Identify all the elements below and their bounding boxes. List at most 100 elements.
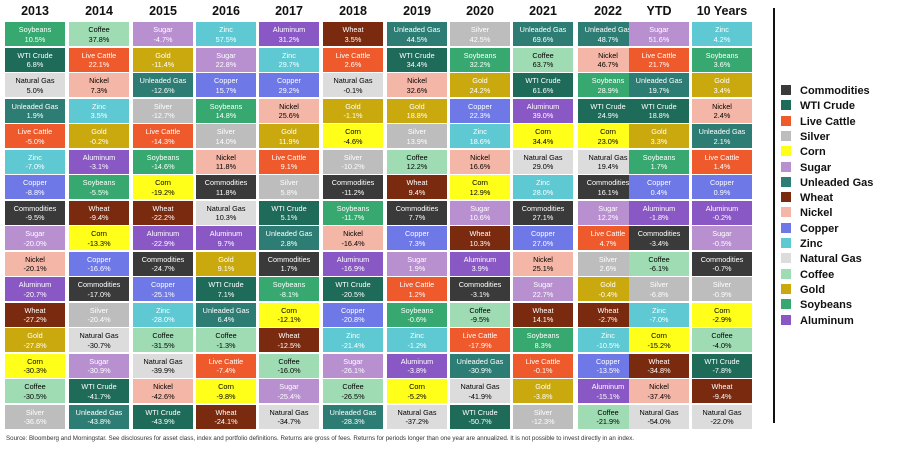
- cell-return-value: -19.2%: [151, 187, 175, 197]
- quilt-cell: Unleaded Gas 44.5%: [387, 22, 447, 46]
- cell-asset-label: Aluminum: [463, 254, 497, 264]
- quilt-cell: WTI Crude 7.1%: [196, 277, 256, 301]
- cell-return-value: 1.2%: [408, 289, 426, 299]
- cell-asset-label: Silver: [279, 178, 299, 187]
- cell-asset-label: Copper: [341, 305, 365, 315]
- quilt-cell: Nickel 25.1%: [513, 251, 573, 276]
- cell-return-value: 2.1%: [713, 136, 731, 146]
- cell-return-value: -20.1%: [23, 264, 47, 273]
- quilt-cell: Nickel 11.8%: [196, 149, 256, 174]
- column-header-2014: 2014: [85, 4, 113, 18]
- quilt-cell: Gold 11.9%: [259, 124, 319, 148]
- cell-asset-label: Sugar: [598, 203, 618, 213]
- cell-return-value: 29.7%: [278, 60, 300, 69]
- legend-item-live-cattle: Live Cattle: [781, 115, 856, 129]
- quilt-cell: Live Cattle -0.1%: [513, 353, 573, 378]
- cell-asset-label: Gold: [535, 382, 551, 391]
- quilt-cell: Aluminum 39.0%: [513, 98, 573, 123]
- cell-asset-label: Silver: [649, 280, 669, 289]
- cell-asset-label: Coffee: [406, 152, 428, 162]
- cell-return-value: -9.4%: [89, 213, 109, 222]
- quilt-cell: Unleaded Gas -28.3%: [323, 404, 383, 429]
- cell-asset-label: Copper: [531, 229, 555, 238]
- legend-item-unleaded-gas: Unleaded Gas: [781, 176, 873, 190]
- quilt-cell: Coffee -1.3%: [196, 328, 256, 352]
- cell-asset-label: Live Cattle: [641, 50, 677, 60]
- legend-item-soybeans: Soybeans: [781, 298, 852, 312]
- quilt-cell: Gold -3.8%: [513, 379, 573, 403]
- quilt-cell: Sugar 51.6%: [629, 22, 689, 46]
- cell-return-value: 44.5%: [406, 34, 428, 44]
- cell-asset-label: Unleaded Gas: [635, 76, 683, 85]
- quilt-cell: Zinc -10.5%: [578, 328, 638, 352]
- cell-asset-label: WTI Crude: [145, 407, 181, 417]
- legend-swatch: [781, 268, 791, 279]
- cell-asset-label: Live Cattle: [208, 356, 244, 366]
- cell-asset-label: Corn: [472, 178, 488, 187]
- cell-return-value: 19.7%: [648, 85, 670, 95]
- cell-return-value: -12.6%: [151, 85, 175, 95]
- cell-asset-label: Wheat: [152, 203, 174, 213]
- quilt-cell: Coffee 37.8%: [69, 22, 129, 46]
- cell-asset-label: Sugar: [279, 382, 299, 391]
- quilt-cell: Copper -16.6%: [69, 251, 129, 276]
- quilt-cell: Gold 9.1%: [196, 251, 256, 276]
- cell-return-value: -20.7%: [23, 289, 47, 299]
- cell-asset-label: Commodities: [586, 178, 630, 187]
- cell-return-value: -1.3%: [216, 340, 236, 350]
- quilt-cell: Commodities 16.1%: [578, 175, 638, 199]
- quilt-cell: Copper -25.1%: [133, 277, 193, 301]
- legend-item-nickel: Nickel: [781, 206, 832, 220]
- cell-return-value: 6.8%: [26, 60, 44, 69]
- quilt-cell: Soybeans 8.3%: [513, 328, 573, 352]
- quilt-cell: Commodities -0.7%: [692, 251, 752, 276]
- quilt-cell: Zinc -1.2%: [387, 328, 447, 352]
- cell-return-value: -7.8%: [712, 366, 732, 375]
- legend-label: Sugar: [800, 161, 832, 174]
- cell-asset-label: Silver: [343, 152, 363, 162]
- quilt-cell: Wheat -27.2%: [5, 302, 65, 327]
- quilt-cell: Sugar -26.1%: [323, 353, 383, 378]
- quilt-cell: Nickel 2.4%: [692, 98, 752, 123]
- cell-asset-label: Copper: [710, 178, 734, 187]
- cell-asset-label: Live Cattle: [462, 331, 498, 340]
- cell-return-value: -30.9%: [468, 366, 492, 375]
- quilt-cell: Natural Gas -54.0%: [629, 404, 689, 429]
- cell-asset-label: Wheat: [532, 305, 554, 315]
- legend-item-natural-gas: Natural Gas: [781, 252, 862, 266]
- quilt-cell: Live Cattle -5.0%: [5, 124, 65, 148]
- cell-return-value: 5.8%: [280, 187, 298, 197]
- cell-return-value: 34.4%: [406, 60, 428, 69]
- cell-return-value: -20.8%: [341, 315, 365, 324]
- quilt-cell: Silver 14.0%: [196, 124, 256, 148]
- quilt-cell: Sugar -20.0%: [5, 226, 65, 250]
- cell-return-value: 3.4%: [713, 85, 731, 95]
- cell-return-value: -15.1%: [596, 391, 620, 401]
- cell-return-value: -16.0%: [277, 366, 301, 375]
- cell-asset-label: Gold: [218, 254, 234, 264]
- cell-return-value: 2.4%: [713, 111, 731, 120]
- cell-asset-label: Natural Gas: [333, 76, 373, 85]
- cell-return-value: -13.3%: [87, 238, 111, 248]
- quilt-cell: Corn -9.8%: [196, 379, 256, 403]
- quilt-cell: Commodities -11.2%: [323, 175, 383, 199]
- cell-return-value: 22.1%: [88, 60, 110, 69]
- cell-asset-label: Commodities: [77, 280, 121, 289]
- cell-asset-label: Corn: [345, 127, 361, 136]
- cell-return-value: 10.6%: [469, 213, 491, 222]
- cell-asset-label: Coffee: [88, 25, 110, 34]
- cell-asset-label: WTI Crude: [462, 407, 498, 417]
- cell-return-value: 14.0%: [215, 136, 237, 146]
- legend-swatch: [781, 176, 791, 187]
- cell-asset-label: Silver: [153, 101, 173, 111]
- cell-return-value: 5.1%: [280, 213, 298, 222]
- cell-asset-label: Unleaded Gas: [75, 407, 123, 417]
- quilt-cell: Commodities -9.5%: [5, 200, 65, 225]
- cell-asset-label: Aluminum: [400, 356, 434, 366]
- cell-return-value: 29.0%: [532, 162, 554, 171]
- cell-asset-label: Corn: [600, 127, 616, 136]
- legend-swatch: [781, 146, 791, 157]
- cell-asset-label: Wheat: [406, 178, 428, 187]
- quilt-cell: Aluminum -22.9%: [133, 226, 193, 250]
- legend-swatch: [781, 100, 791, 111]
